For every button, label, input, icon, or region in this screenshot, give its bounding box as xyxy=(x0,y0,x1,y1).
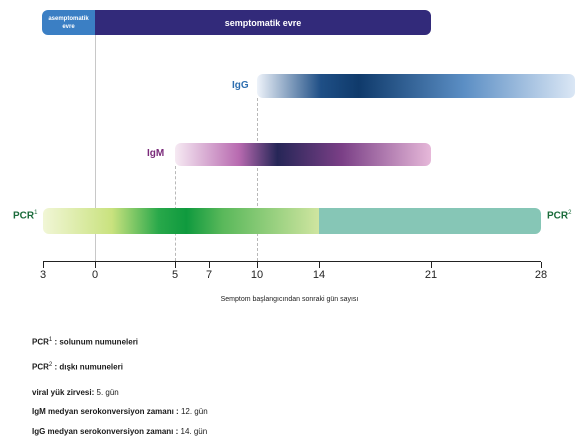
pcr-stool-bar xyxy=(319,208,541,234)
axis-tick-label: 14 xyxy=(312,269,326,281)
igm-label: IgM xyxy=(147,148,165,159)
axis-tick-label: 10 xyxy=(250,269,264,281)
pcr-respiratory-text: PCR xyxy=(13,210,35,222)
legend-igg-seroconversion: IgG medyan serokonversiyon zamanı : 14. … xyxy=(32,427,207,436)
axis-tick xyxy=(541,262,542,268)
legend-pcr-respiratory-marker: 1 xyxy=(48,337,53,343)
asymptomatic-phase-label: asemptomatik evre xyxy=(48,15,89,30)
axis-tick xyxy=(43,262,44,268)
igm-bar xyxy=(175,143,431,166)
time-axis-line xyxy=(43,261,541,262)
legend-viral-peak-label: viral yük zirvesi: xyxy=(32,388,95,397)
pcr-respiratory-label: PCR1 xyxy=(13,210,37,221)
axis-tick xyxy=(257,262,258,268)
legend-igm-label: IgM medyan serokonversiyon zamanı : xyxy=(32,407,179,416)
legend-pcr-respiratory-label: PCR xyxy=(32,337,49,347)
legend-igm-seroconversion: IgM medyan serokonversiyon zamanı : 12. … xyxy=(32,407,208,416)
legend-pcr-stool: PCR2 : dışkı numuneleri xyxy=(32,362,123,372)
asymptomatic-phase-bar: asemptomatik evre xyxy=(42,10,95,35)
axis-tick-label: 21 xyxy=(424,269,438,281)
day-0-guide-line xyxy=(95,35,96,261)
legend-pcr-stool-text: : dışkı numuneleri xyxy=(54,362,123,372)
legend-pcr-stool-marker: 2 xyxy=(48,362,53,368)
day-10-guide-line xyxy=(257,98,258,261)
axis-tick-label: 3 xyxy=(39,269,47,281)
axis-tick-label: 0 xyxy=(91,269,99,281)
axis-tick-label: 28 xyxy=(534,269,548,281)
legend-igg-label: IgG medyan serokonversiyon zamanı : xyxy=(32,427,179,436)
legend-pcr-respiratory-colon: : solunum numuneleri xyxy=(54,337,139,347)
axis-tick xyxy=(209,262,210,268)
axis-tick xyxy=(431,262,432,268)
pcr-respiratory-marker: 1 xyxy=(34,210,38,216)
axis-tick xyxy=(95,262,96,268)
axis-tick-label: 5 xyxy=(171,269,179,281)
legend-viral-peak-value: 5. gün xyxy=(96,388,119,397)
pcr-stool-marker: 2 xyxy=(568,210,572,216)
axis-tick xyxy=(175,262,176,268)
pcr-respiratory-bar xyxy=(43,208,319,234)
pcr-stool-text: PCR xyxy=(547,210,569,222)
legend-viral-peak: viral yük zirvesi: 5. gün xyxy=(32,388,119,397)
pcr-stool-label: PCR2 xyxy=(547,210,571,221)
symptomatic-phase-label: semptomatik evre xyxy=(224,17,302,28)
legend-igg-value: 14. gün xyxy=(180,427,208,436)
igg-label: IgG xyxy=(232,80,249,91)
legend-pcr-stool-label: PCR xyxy=(32,362,49,372)
legend-pcr-respiratory: PCR1 : solunum numuneleri xyxy=(32,337,138,347)
igg-bar xyxy=(257,74,575,98)
legend-igm-value: 12. gün xyxy=(180,407,208,416)
axis-tick xyxy=(319,262,320,268)
symptomatic-phase-bar: semptomatik evre xyxy=(95,10,431,35)
axis-title: Semptom başlangıcından sonraki gün sayıs… xyxy=(220,296,359,303)
axis-tick-label: 7 xyxy=(205,269,213,281)
